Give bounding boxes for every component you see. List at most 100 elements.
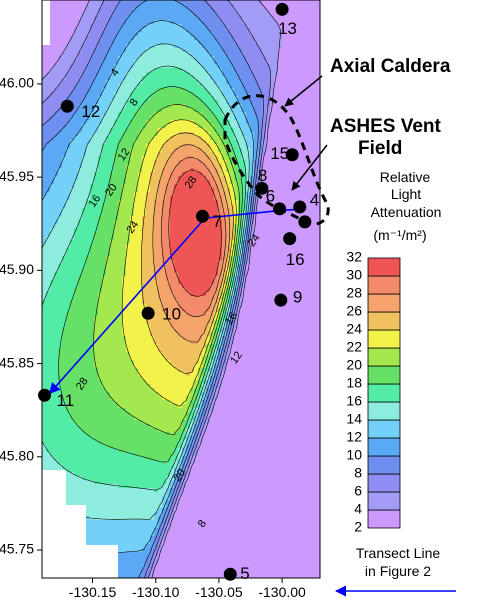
contour-cell xyxy=(178,272,183,277)
contour-cell xyxy=(94,116,99,121)
contour-cell xyxy=(186,248,191,253)
contour-cell xyxy=(66,92,71,97)
contour-cell xyxy=(146,104,151,109)
contour-cell xyxy=(226,12,231,17)
contour-cell xyxy=(118,92,123,97)
contour-cell xyxy=(122,36,127,41)
contour-cell xyxy=(138,240,143,245)
contour-cell xyxy=(114,256,119,261)
contour-cell xyxy=(110,84,115,89)
contour-cell xyxy=(82,100,87,105)
contour-cell xyxy=(138,104,143,109)
contour-cell xyxy=(198,16,203,21)
contour-cell xyxy=(294,52,299,57)
contour-cell xyxy=(210,220,215,225)
contour-cell xyxy=(138,32,143,37)
contour-cell xyxy=(226,164,231,169)
contour-cell xyxy=(254,240,259,245)
contour-cell xyxy=(154,176,159,181)
contour-cell xyxy=(210,24,215,29)
contour-cell xyxy=(226,68,231,73)
contour-cell xyxy=(74,76,79,81)
contour-cell xyxy=(246,144,251,149)
contour-cell xyxy=(310,256,315,261)
contour-cell xyxy=(170,152,175,157)
contour-cell xyxy=(174,52,179,57)
contour-cell xyxy=(182,132,187,137)
contour-cell xyxy=(82,192,87,197)
contour-cell xyxy=(74,228,79,233)
contour-cell xyxy=(214,72,219,77)
contour-cell xyxy=(170,220,175,225)
contour-cell xyxy=(42,80,47,85)
contour-cell xyxy=(170,132,175,137)
contour-cell xyxy=(218,16,223,21)
contour-cell xyxy=(118,284,123,289)
contour-cell xyxy=(158,36,163,41)
contour-cell xyxy=(198,268,203,273)
contour-cell xyxy=(126,20,131,25)
contour-cell xyxy=(190,32,195,37)
contour-cell xyxy=(294,212,299,217)
contour-cell xyxy=(254,20,259,25)
contour-cell xyxy=(234,244,239,249)
contour-cell xyxy=(214,132,219,137)
contour-cell xyxy=(46,104,51,109)
contour-cell xyxy=(146,80,151,85)
contour-cell xyxy=(242,232,247,237)
contour-cell xyxy=(250,60,255,65)
contour-cell xyxy=(278,0,283,5)
contour-cell xyxy=(42,204,47,209)
contour-cell xyxy=(310,12,315,17)
contour-cell xyxy=(142,104,147,109)
contour-cell xyxy=(126,60,131,65)
contour-cell xyxy=(86,248,91,253)
contour-cell xyxy=(206,256,211,261)
contour-cell xyxy=(86,192,91,197)
contour-cell xyxy=(122,200,127,205)
contour-cell xyxy=(298,80,303,85)
contour-cell xyxy=(266,196,271,201)
contour-cell xyxy=(266,40,271,45)
contour-cell xyxy=(314,248,319,253)
contour-cell xyxy=(274,232,279,237)
contour-cell xyxy=(230,224,235,229)
contour-cell xyxy=(266,136,271,141)
contour-cell xyxy=(234,12,239,17)
contour-cell xyxy=(154,116,159,121)
contour-cell xyxy=(198,84,203,89)
contour-cell xyxy=(54,248,59,253)
contour-cell xyxy=(178,76,183,81)
contour-cell xyxy=(138,136,143,141)
contour-cell xyxy=(46,108,51,113)
contour-cell xyxy=(254,268,259,273)
contour-cell xyxy=(230,52,235,57)
contour-cell xyxy=(258,120,263,125)
contour-cell xyxy=(298,240,303,245)
contour-cell xyxy=(58,180,63,185)
contour-cell xyxy=(62,168,67,173)
contour-cell xyxy=(314,192,319,197)
contour-cell xyxy=(230,184,235,189)
contour-cell xyxy=(238,124,243,129)
contour-cell xyxy=(270,272,275,277)
contour-cell xyxy=(70,32,75,37)
contour-cell xyxy=(134,216,139,221)
contour-cell xyxy=(238,280,243,285)
contour-cell xyxy=(66,180,71,185)
contour-cell xyxy=(118,56,123,61)
contour-cell xyxy=(258,252,263,257)
contour-cell xyxy=(106,156,111,161)
contour-cell xyxy=(218,80,223,85)
contour-cell xyxy=(54,64,59,69)
contour-cell xyxy=(162,212,167,217)
contour-cell xyxy=(214,36,219,41)
contour-cell xyxy=(182,176,187,181)
contour-cell xyxy=(266,32,271,37)
contour-cell xyxy=(146,224,151,229)
contour-cell xyxy=(282,192,287,197)
contour-cell xyxy=(290,76,295,81)
contour-cell xyxy=(138,100,143,105)
contour-cell xyxy=(202,280,207,285)
contour-cell xyxy=(318,192,320,197)
